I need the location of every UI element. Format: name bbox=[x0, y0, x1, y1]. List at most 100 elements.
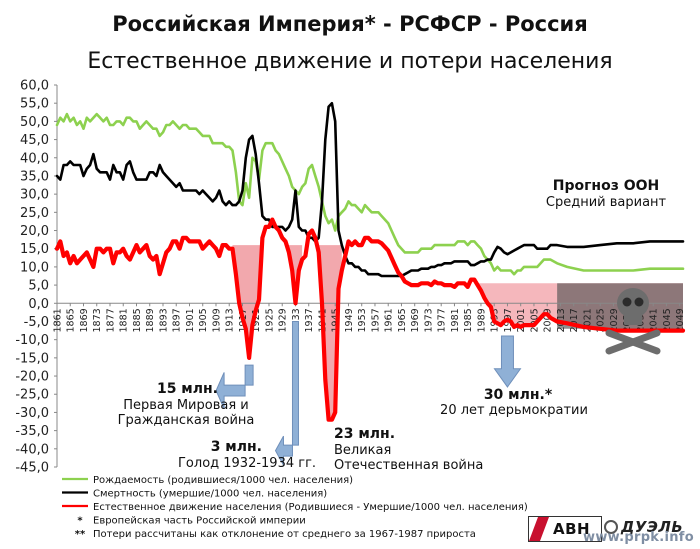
legend-label: Потери рассчитаны как отклонение от сред… bbox=[93, 529, 476, 540]
series-line-3 bbox=[54, 217, 686, 422]
x-tick-label: 1901 bbox=[185, 308, 196, 332]
x-tick-label: 1869 bbox=[79, 308, 90, 332]
legend-marker: * bbox=[77, 516, 83, 527]
y-tick-label: -10,0 bbox=[15, 333, 49, 348]
series-lines bbox=[54, 101, 686, 422]
avn-logo: АВН bbox=[528, 516, 602, 542]
y-tick-label: -35,0 bbox=[15, 424, 49, 439]
y-tick-label: -15,0 bbox=[15, 351, 49, 366]
x-tick-label: 1861 bbox=[53, 308, 64, 332]
x-tick-label: 1913 bbox=[225, 308, 236, 332]
x-tick-label: 1957 bbox=[371, 308, 382, 332]
legend: Рождаемость (родившиеся/1000 чел. населе… bbox=[62, 475, 528, 540]
x-tick-label: 1933 bbox=[291, 308, 302, 332]
legend-label: Естественное движение населения (Родивши… bbox=[93, 502, 528, 513]
annotation-famine-text: Голод 1932-1934 гг. bbox=[178, 456, 316, 471]
y-tick-label: 60,0 bbox=[20, 79, 49, 94]
y-tick-label: 55,0 bbox=[20, 97, 49, 112]
y-tick-label: 45,0 bbox=[20, 133, 49, 148]
arrow-losses-1990s bbox=[493, 335, 522, 388]
x-tick-label: 1921 bbox=[251, 308, 262, 332]
x-tick-label: 1965 bbox=[397, 308, 408, 332]
annotation-ww1-value: 15 млн. bbox=[157, 381, 218, 397]
y-tick-label: -30,0 bbox=[15, 406, 49, 421]
legend-label: Смертность (умершие/1000 чел. населения) bbox=[93, 489, 327, 500]
loss-area bbox=[232, 245, 263, 358]
x-tick-label: 1989 bbox=[477, 308, 488, 332]
annotation-ww2-text: Великая bbox=[334, 443, 391, 458]
y-tick-label: 10,0 bbox=[20, 260, 49, 275]
x-tick-label: 1897 bbox=[172, 308, 183, 332]
x-tick-label: 1973 bbox=[424, 308, 435, 332]
y-tick-label: 5,0 bbox=[28, 279, 49, 294]
x-tick-label: 2021 bbox=[582, 308, 593, 332]
x-tick-label: 1893 bbox=[159, 308, 170, 332]
legend-label: Рождаемость (родившиеся/1000 чел. населе… bbox=[93, 475, 353, 486]
arrow-famine bbox=[274, 320, 299, 466]
x-tick-label: 2009 bbox=[543, 308, 554, 332]
annotation-ww1-text2: Гражданская война bbox=[118, 413, 255, 428]
x-tick-label: 1961 bbox=[384, 308, 395, 332]
y-tick-label: 40,0 bbox=[20, 151, 49, 166]
chart-subtitle: Естественное движение и потери населения bbox=[87, 49, 612, 74]
x-tick-label: 1949 bbox=[344, 308, 355, 332]
x-tick-label: 1865 bbox=[66, 308, 77, 332]
x-tick-label: 1889 bbox=[145, 308, 156, 332]
annotation-1990s-value: 30 млн.* bbox=[484, 387, 553, 403]
chart-title: Российская Империя* - РСФСР - Россия bbox=[112, 12, 588, 36]
x-tick-label: 1925 bbox=[265, 308, 276, 332]
annotation-ww2-text2: Отечественная война bbox=[334, 458, 483, 473]
x-tick-label: 2025 bbox=[596, 308, 607, 332]
annotation-famine-value: 3 млн. bbox=[211, 439, 262, 455]
annotation-forecast-title: Прогноз ООН bbox=[553, 178, 660, 194]
x-tick-label: 1877 bbox=[106, 308, 117, 332]
y-tick-label: -25,0 bbox=[15, 388, 49, 403]
annotation-arrows bbox=[215, 320, 522, 466]
y-tick-label: 20,0 bbox=[20, 224, 49, 239]
duel-logo-text: ДУЭЛЬ bbox=[621, 518, 684, 536]
y-tick-label: 35,0 bbox=[20, 169, 49, 184]
arrow-ww1 bbox=[215, 364, 254, 409]
annotation-1990s-text: 20 лет дерьмократии bbox=[440, 403, 588, 418]
x-tick-label: 2001 bbox=[516, 308, 527, 332]
x-tick-label: 1969 bbox=[410, 308, 421, 332]
x-tick-label: 2017 bbox=[569, 308, 580, 332]
x-tick-label: 1953 bbox=[357, 308, 368, 332]
skull-jaw bbox=[624, 313, 642, 325]
avn-logo-text: АВН bbox=[553, 520, 591, 538]
y-tick-label: 25,0 bbox=[20, 206, 49, 221]
x-tick-label: 1909 bbox=[212, 308, 223, 332]
legend-marker: ** bbox=[75, 529, 86, 540]
x-tick-label: 1985 bbox=[463, 308, 474, 332]
y-tick-label: 30,0 bbox=[20, 188, 49, 203]
x-tick-label: 1885 bbox=[132, 308, 143, 332]
skull-eye bbox=[634, 297, 644, 307]
x-tick-label: 2041 bbox=[649, 308, 660, 332]
x-tick-label: 2049 bbox=[675, 308, 686, 332]
x-tick-label: 1981 bbox=[450, 308, 461, 332]
x-tick-label: 2005 bbox=[530, 308, 541, 332]
y-axis: 60,0 55,0 50,0 45,0 40,0 35,0 30,0 25,0 20,0 15,0… bbox=[15, 79, 58, 476]
y-tick-label: -40,0 bbox=[15, 442, 49, 457]
x-tick-label: 2045 bbox=[662, 308, 673, 332]
watermark: www.prpk.info bbox=[583, 530, 694, 545]
crossbone bbox=[605, 329, 661, 355]
y-tick-label: 50,0 bbox=[20, 115, 49, 130]
y-tick-label: -20,0 bbox=[15, 370, 49, 385]
y-tick-label: 15,0 bbox=[20, 242, 49, 257]
skull-head bbox=[617, 288, 649, 318]
x-tick-label: 1977 bbox=[437, 308, 448, 332]
x-tick-label: 1929 bbox=[278, 308, 289, 332]
y-tick-label: 0,0 bbox=[28, 297, 49, 312]
y-tick-label: -5,0 bbox=[24, 315, 49, 330]
x-tick-label: 1873 bbox=[92, 308, 103, 332]
duel-logo: ДУЭЛЬ bbox=[604, 516, 690, 538]
x-tick-label: 2029 bbox=[609, 308, 620, 332]
skull-crossbones-icon bbox=[605, 288, 661, 355]
series-line-2 bbox=[55, 101, 685, 278]
x-tick-label: 1905 bbox=[198, 308, 209, 332]
x-tick-label: 1881 bbox=[119, 308, 130, 332]
y-tick-label: -45,0 bbox=[15, 461, 49, 476]
